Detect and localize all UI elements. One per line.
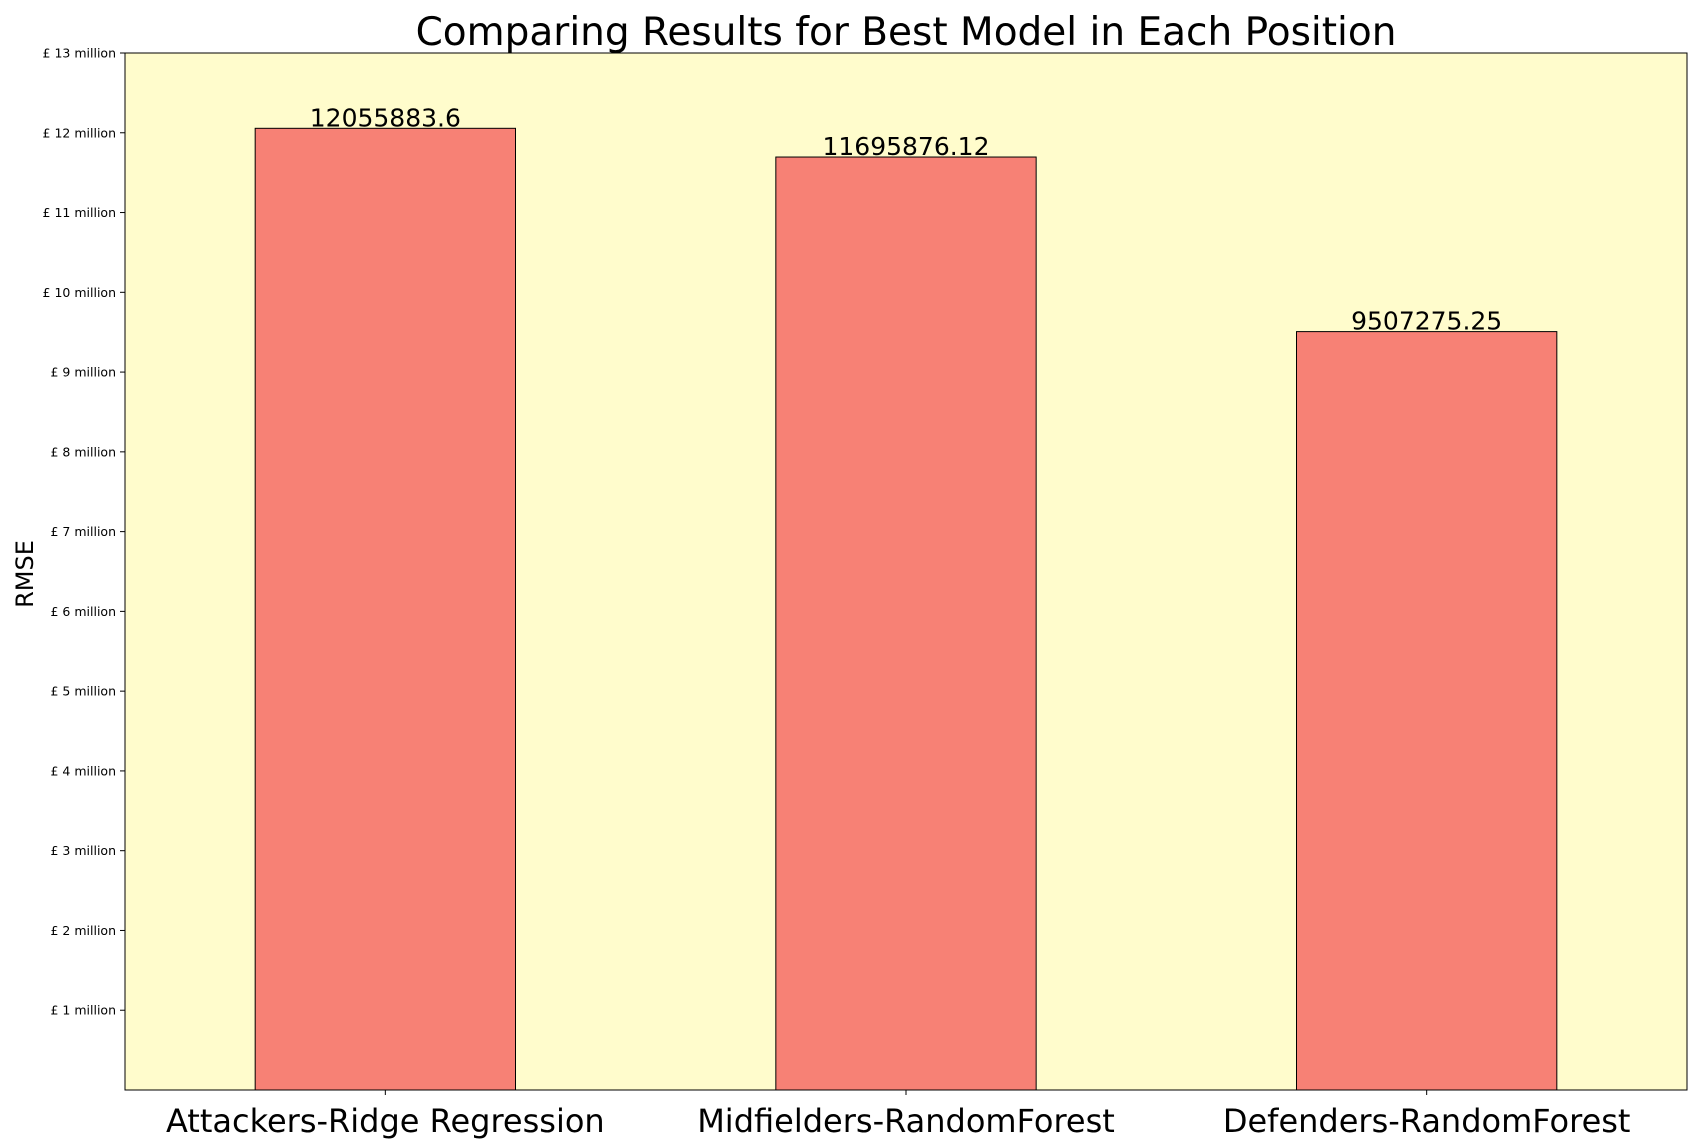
y-tick-label-4: £ 4 million (51, 763, 117, 778)
x-tick-label-3: Defenders-RandomForest (1223, 1102, 1631, 1140)
y-tick-label-3: £ 3 million (51, 843, 117, 858)
y-tick-label-8: £ 8 million (51, 444, 117, 459)
y-tick-label-13: £ 13 million (43, 46, 116, 61)
y-tick-label-11: £ 11 million (43, 205, 116, 220)
x-tick-label-1: Attackers-Ridge Regression (166, 1102, 605, 1140)
y-axis-label: RMSE (11, 540, 39, 608)
y-tick-label-1: £ 1 million (51, 1003, 117, 1018)
y-tick-label-6: £ 6 million (51, 604, 117, 619)
y-tick-label-12: £ 12 million (43, 125, 116, 140)
x-tick-label-2: Midfielders-RandomForest (697, 1102, 1115, 1140)
data-label-3: 9507275.25 (1351, 307, 1502, 336)
bar-3 (1296, 331, 1558, 1091)
data-labels-group: 12055883.6 11695876.12 9507275.25 (310, 103, 1502, 335)
data-label-2: 11695876.12 (822, 132, 989, 161)
chart-title: Comparing Results for Best Model in Each… (416, 10, 1397, 55)
bar-1 (254, 127, 516, 1091)
bar-2 (775, 156, 1037, 1091)
bars-group (254, 127, 1558, 1091)
y-tick-label-2: £ 2 million (51, 923, 117, 938)
y-tick-label-9: £ 9 million (51, 365, 117, 380)
y-tick-label-5: £ 5 million (51, 684, 117, 699)
data-label-1: 12055883.6 (310, 103, 461, 132)
y-tick-label-7: £ 7 million (51, 524, 117, 539)
y-tick-label-10: £ 10 million (43, 285, 116, 300)
y-axis: £ 1 million £ 2 million £ 3 million £ 4 mil… (43, 46, 125, 1018)
x-axis: Attackers-Ridge Regression Midfielders-Ra… (166, 1090, 1631, 1140)
